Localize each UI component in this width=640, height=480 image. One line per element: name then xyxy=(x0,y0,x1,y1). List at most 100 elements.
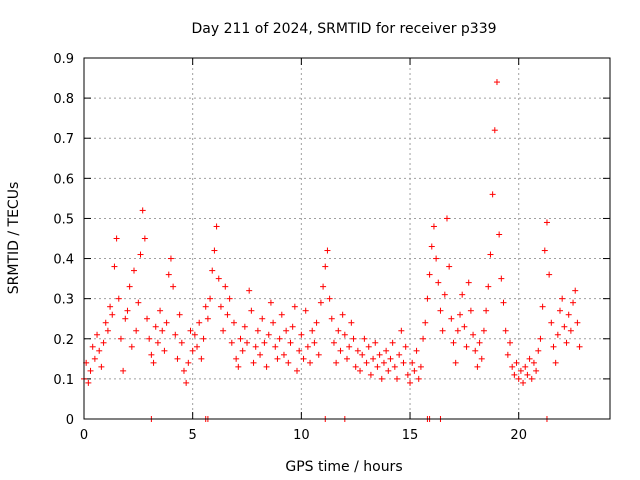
data-point xyxy=(126,283,133,290)
data-point xyxy=(124,307,131,314)
data-point xyxy=(163,319,170,326)
data-point xyxy=(526,355,533,362)
data-point xyxy=(313,319,320,326)
data-point xyxy=(178,339,185,346)
data-point xyxy=(120,367,127,374)
data-point xyxy=(478,355,485,362)
chart-title: Day 211 of 2024, SRMTID for receiver p33… xyxy=(191,21,496,37)
data-point xyxy=(328,315,335,322)
data-point xyxy=(509,363,516,370)
data-point xyxy=(209,267,216,274)
data-point xyxy=(104,327,111,334)
data-point xyxy=(183,379,190,386)
data-point xyxy=(315,351,322,358)
data-point xyxy=(446,263,453,270)
data-point xyxy=(415,375,422,382)
data-point xyxy=(172,331,179,338)
data-point xyxy=(489,191,496,198)
data-point xyxy=(137,251,144,258)
data-point xyxy=(472,347,479,354)
data-point xyxy=(217,303,224,310)
data-point xyxy=(317,299,324,306)
data-point xyxy=(270,319,277,326)
data-point xyxy=(102,319,109,326)
data-point xyxy=(170,283,177,290)
data-point xyxy=(441,291,448,298)
data-point xyxy=(191,331,198,338)
data-point xyxy=(437,307,444,314)
data-point xyxy=(289,323,296,330)
data-point xyxy=(239,347,246,354)
data-point xyxy=(417,363,424,370)
data-point xyxy=(391,363,398,370)
data-point xyxy=(363,359,370,366)
data-point xyxy=(222,283,229,290)
data-point xyxy=(244,339,251,346)
data-point xyxy=(426,271,433,278)
data-point xyxy=(300,355,307,362)
data-point xyxy=(330,339,337,346)
data-point xyxy=(115,295,122,302)
data-point xyxy=(198,355,205,362)
data-point xyxy=(224,311,231,318)
data-point xyxy=(404,371,411,378)
data-points xyxy=(81,79,583,422)
data-point xyxy=(148,351,155,358)
data-point xyxy=(507,339,514,346)
data-point xyxy=(226,295,233,302)
data-point xyxy=(274,355,281,362)
data-point xyxy=(350,335,357,342)
data-point xyxy=(474,363,481,370)
data-point xyxy=(524,371,531,378)
y-tick-label: 0.4 xyxy=(53,253,74,268)
data-point xyxy=(537,335,544,342)
data-point xyxy=(443,215,450,222)
data-point xyxy=(461,323,468,330)
data-point xyxy=(96,347,103,354)
data-point xyxy=(246,287,253,294)
data-point xyxy=(374,363,381,370)
data-point xyxy=(304,343,311,350)
data-point xyxy=(165,271,172,278)
data-point xyxy=(130,267,137,274)
data-point xyxy=(135,299,142,306)
data-point xyxy=(361,335,368,342)
data-point xyxy=(465,279,472,286)
x-axis-label: GPS time / hours xyxy=(285,459,402,475)
plot-frame xyxy=(83,57,611,420)
data-point xyxy=(346,343,353,350)
data-point xyxy=(152,323,159,330)
data-point xyxy=(228,339,235,346)
data-point xyxy=(213,223,220,230)
data-point xyxy=(259,315,266,322)
y-tick-label: 0.2 xyxy=(53,333,74,348)
data-point xyxy=(541,247,548,254)
data-point xyxy=(357,367,364,374)
data-point xyxy=(287,339,294,346)
data-point xyxy=(159,327,166,334)
x-tick-label: 20 xyxy=(510,428,527,443)
data-point xyxy=(250,359,257,366)
x-tick-label: 0 xyxy=(80,428,88,443)
data-point xyxy=(320,283,327,290)
data-point xyxy=(561,323,568,330)
data-point xyxy=(89,343,96,350)
data-point xyxy=(200,335,207,342)
y-tick-label: 0.1 xyxy=(53,373,74,388)
data-point xyxy=(354,347,361,354)
y-tick-label: 0.6 xyxy=(53,172,74,187)
y-tick-label: 0.7 xyxy=(53,132,74,147)
x-tick-label: 5 xyxy=(189,428,197,443)
data-point xyxy=(265,331,272,338)
data-point xyxy=(457,311,464,318)
data-point xyxy=(433,255,440,262)
data-point xyxy=(528,375,535,382)
data-point xyxy=(411,367,418,374)
data-point xyxy=(302,307,309,314)
data-point xyxy=(543,219,550,226)
data-point xyxy=(487,251,494,258)
axis-ticks: 0 0.1 0.2 0.3 0.4 0.5 0.6 0.7 0.8 0.9 0 5 10 15 20 xyxy=(53,52,610,443)
data-point xyxy=(85,379,92,386)
data-point xyxy=(261,339,268,346)
